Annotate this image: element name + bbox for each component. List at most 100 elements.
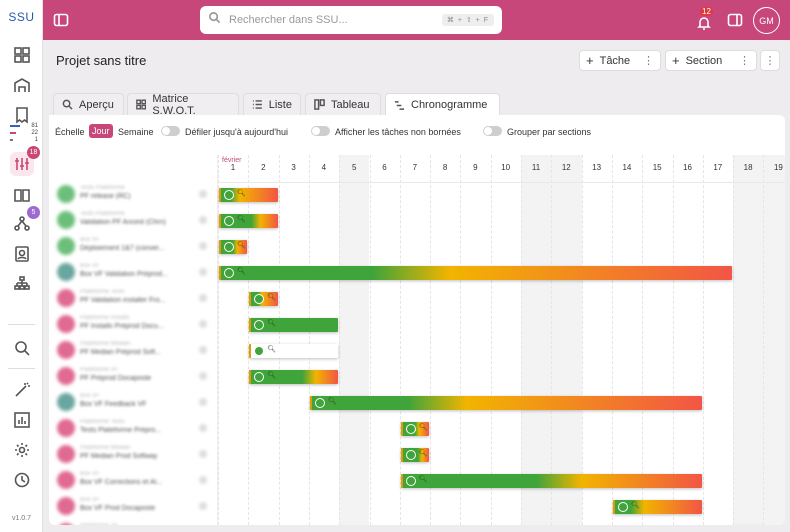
task-menu-icon[interactable]: [199, 294, 207, 302]
zoom-icon[interactable]: 🔍︎: [630, 502, 640, 509]
task-bar[interactable]: 🔍︎: [612, 500, 702, 514]
group-sections-toggle[interactable]: [483, 126, 502, 136]
task-menu-icon[interactable]: [199, 398, 207, 406]
task-bar[interactable]: 🔍︎: [249, 370, 339, 384]
tab-tableau[interactable]: Tableau: [305, 93, 381, 115]
check-circle-icon[interactable]: [314, 398, 325, 408]
check-circle-icon[interactable]: [617, 502, 628, 512]
rail-stats[interactable]: 81 22 1: [10, 123, 40, 145]
search-icon[interactable]: [10, 336, 34, 360]
task-bar[interactable]: 🔍︎: [400, 474, 702, 488]
zoom-icon[interactable]: 🔍︎: [237, 216, 246, 223]
check-circle-icon[interactable]: [254, 294, 265, 304]
user-avatar[interactable]: GM: [753, 7, 780, 34]
page-title[interactable]: Projet sans titre: [56, 53, 147, 68]
zoom-icon[interactable]: 🔍︎: [267, 372, 277, 379]
scale-day-button[interactable]: Jour: [89, 124, 113, 138]
task-row[interactable]: Box VF Box VF Validation Préprod...: [49, 260, 218, 286]
task-row[interactable]: Plateforme Tests Tests Plateforme Prépro.…: [49, 416, 218, 442]
notifications-icon[interactable]: 12: [696, 7, 713, 30]
task-menu-icon[interactable]: [199, 190, 207, 198]
task-bar[interactable]: 🔍︎: [219, 188, 278, 202]
task-bar[interactable]: 🔍︎: [219, 240, 248, 254]
task-menu-icon[interactable]: [199, 242, 207, 250]
add-task-button[interactable]: + Tâche ⋮: [579, 50, 661, 71]
task-row[interactable]: Box VF Box VF Prod Docaposte: [49, 494, 218, 520]
task-menu-icon[interactable]: [199, 346, 207, 354]
check-circle-icon[interactable]: [254, 346, 265, 356]
check-circle-icon[interactable]: [224, 190, 234, 200]
task-menu-icon[interactable]: [199, 502, 207, 510]
bar-chart-icon[interactable]: [10, 408, 34, 432]
ticket-icon[interactable]: [10, 103, 34, 127]
task-menu-icon[interactable]: [199, 476, 207, 484]
page-menu-button[interactable]: ⋮: [760, 50, 780, 71]
magic-wand-icon[interactable]: [10, 378, 34, 402]
task-menu-icon[interactable]: [199, 268, 207, 276]
contacts-icon[interactable]: [10, 242, 34, 266]
zoom-icon[interactable]: 🔍︎: [327, 398, 337, 405]
zoom-icon[interactable]: 🔍︎: [418, 450, 428, 457]
tab-apercu[interactable]: Aperçu: [53, 93, 124, 115]
task-row[interactable]: Plateforme Installs PF Installs Préprod D…: [49, 312, 218, 338]
scale-week-button[interactable]: Semaine: [118, 127, 154, 137]
check-circle-icon[interactable]: [405, 424, 416, 434]
task-menu-icon[interactable]: [199, 450, 207, 458]
zoom-icon[interactable]: 🔍︎: [237, 268, 246, 275]
building-icon[interactable]: [10, 73, 34, 97]
check-circle-icon[interactable]: [224, 216, 234, 226]
book-icon[interactable]: [10, 183, 34, 207]
task-row[interactable]: Box VF Box VF Corrections et Al...: [49, 468, 218, 494]
task-bar[interactable]: 🔍︎: [400, 422, 430, 436]
tab-swot[interactable]: Matrice S.W.O.T.: [127, 93, 239, 117]
zoom-icon[interactable]: 🔍︎: [267, 294, 277, 301]
task-bar[interactable]: 🔍︎: [219, 266, 733, 280]
scroll-today-toggle[interactable]: [161, 126, 180, 136]
task-row[interactable]: Plateforme VF PF Préprod Docaposte: [49, 364, 218, 390]
task-menu-icon[interactable]: [199, 372, 207, 380]
unbounded-tasks-toggle[interactable]: [311, 126, 330, 136]
search-bar[interactable]: ⌘ + ⇧ + F: [200, 6, 502, 34]
right-panel-toggle-icon[interactable]: [727, 12, 743, 28]
search-input[interactable]: [229, 14, 442, 26]
add-section-button[interactable]: + Section ⋮: [665, 50, 757, 71]
tab-liste[interactable]: Liste: [243, 93, 301, 115]
gantt-nav-icon[interactable]: 18: [10, 146, 40, 176]
task-row[interactable]: Plateforme Médian PF Median Prod Softway: [49, 442, 218, 468]
task-row[interactable]: Box VF Déploiement 1&7 (conver...: [49, 234, 218, 260]
check-circle-icon[interactable]: [254, 320, 265, 330]
zoom-icon[interactable]: 🔍︎: [237, 190, 246, 197]
check-circle-icon[interactable]: [405, 450, 416, 460]
zoom-icon[interactable]: 🔍︎: [267, 320, 277, 327]
task-menu-icon[interactable]: [199, 320, 207, 328]
task-bar[interactable]: 🔍︎: [400, 448, 430, 462]
task-row[interactable]: Box VF Box VF Feedback VF: [49, 390, 218, 416]
task-menu-icon[interactable]: [199, 424, 207, 432]
task-row[interactable]: Plateforme Médian PF Median Préprod Soft.…: [49, 338, 218, 364]
check-circle-icon[interactable]: [224, 268, 234, 278]
task-bar[interactable]: 🔍︎: [249, 344, 339, 358]
check-circle-icon[interactable]: [254, 372, 265, 382]
task-row[interactable]: Tests Plateforme PF release (RC): [49, 182, 218, 208]
task-bar[interactable]: 🔍︎: [219, 214, 278, 228]
check-circle-icon[interactable]: [224, 242, 234, 252]
task-menu-icon[interactable]: [199, 216, 207, 224]
zoom-icon[interactable]: 🔍︎: [267, 346, 277, 353]
zoom-icon[interactable]: 🔍︎: [418, 476, 428, 483]
zoom-icon[interactable]: 🔍︎: [237, 242, 246, 249]
task-menu-icon[interactable]: ⋮: [643, 55, 654, 67]
network-icon[interactable]: 5: [10, 206, 40, 236]
org-chart-icon[interactable]: [10, 272, 34, 296]
app-brand[interactable]: SSU: [8, 10, 35, 24]
sidebar-toggle-icon[interactable]: [53, 12, 69, 28]
dashboard-icon[interactable]: [10, 43, 34, 67]
task-bar[interactable]: 🔍︎: [309, 396, 702, 410]
task-bar[interactable]: 🔍︎: [249, 292, 278, 306]
task-row[interactable]: Tests Plateforme Validation PF Ancest (Ch…: [49, 208, 218, 234]
check-circle-icon[interactable]: [405, 476, 416, 486]
history-icon[interactable]: [10, 468, 34, 492]
section-menu-icon[interactable]: ⋮: [739, 55, 750, 67]
task-bar[interactable]: 🔍︎: [249, 318, 339, 332]
zoom-icon[interactable]: 🔍︎: [418, 424, 428, 431]
